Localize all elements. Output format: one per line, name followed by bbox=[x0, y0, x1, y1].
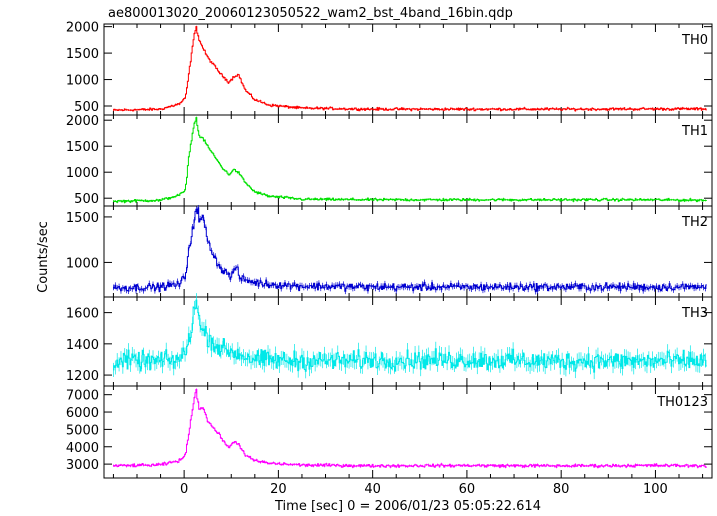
panel-label-th0: TH0 bbox=[681, 33, 708, 48]
y-tick-label: 1500 bbox=[66, 211, 99, 226]
x-tick-label: 100 bbox=[643, 482, 668, 497]
error-bars bbox=[113, 204, 706, 295]
error-bars bbox=[113, 293, 706, 380]
y-tick-label: 1400 bbox=[66, 338, 99, 353]
x-tick-label: 40 bbox=[364, 482, 381, 497]
panel-th2: 1000 1500 TH2 bbox=[66, 204, 713, 298]
y-tick-label: 1500 bbox=[66, 47, 99, 62]
panel-frame bbox=[103, 114, 713, 207]
y-tick-label: 1600 bbox=[66, 307, 99, 322]
y-tick-label: 2000 bbox=[66, 114, 99, 129]
panels-group: 500100015002000TH0500100015002000TH11000… bbox=[66, 21, 713, 497]
y-tick-label: 1000 bbox=[66, 166, 99, 181]
chart-title: ae800013020_20060123050522_wam2_bst_4ban… bbox=[108, 6, 513, 21]
series-line-th0 bbox=[113, 26, 707, 112]
error-bars bbox=[113, 25, 706, 112]
error-bars bbox=[113, 388, 706, 469]
y-axis-label: Counts/sec bbox=[36, 221, 51, 293]
x-tick-label: 20 bbox=[270, 482, 287, 497]
panel-label-th0123: TH0123 bbox=[656, 395, 708, 410]
panel-th3: 1200 1400 1600 TH3 bbox=[66, 293, 713, 387]
y-tick-label: 2000 bbox=[66, 21, 99, 36]
panel-label-th2: TH2 bbox=[681, 215, 708, 230]
y-tick-label: 1000 bbox=[66, 256, 99, 271]
panel-frame bbox=[103, 385, 713, 479]
y-tick-label: 6000 bbox=[66, 406, 99, 421]
x-axis-label: Time [sec] 0 = 2006/01/23 05:05:22.614 bbox=[274, 499, 541, 514]
x-tick-label: 60 bbox=[459, 482, 476, 497]
y-tick-label: 4000 bbox=[66, 441, 99, 456]
y-tick-label: 3000 bbox=[66, 458, 99, 473]
panel-th0123: 3000 4000 5000 6000 7000 TH0123 bbox=[66, 385, 713, 479]
y-tick-label: 5000 bbox=[66, 423, 99, 438]
y-tick-label: 1500 bbox=[66, 140, 99, 155]
panel-frame bbox=[103, 23, 713, 116]
series-line-th1 bbox=[113, 117, 707, 203]
panel-th1: 500 1000 1500 2000 TH1 bbox=[66, 114, 713, 207]
y-tick-label: 1000 bbox=[66, 74, 99, 89]
error-bars bbox=[113, 116, 706, 204]
series-line-th2 bbox=[113, 207, 707, 293]
y-tick-label: 500 bbox=[74, 192, 99, 207]
panel-th0: 500 1000 1500 2000 TH0 bbox=[66, 21, 713, 116]
y-tick-label: 7000 bbox=[66, 389, 99, 404]
x-tick-label: 0 bbox=[180, 482, 188, 497]
panel-label-th3: TH3 bbox=[681, 306, 708, 321]
panel-label-th1: TH1 bbox=[681, 124, 708, 139]
y-tick-label: 1200 bbox=[66, 369, 99, 384]
x-tick-label: 80 bbox=[553, 482, 570, 497]
series-line-th0123 bbox=[113, 389, 707, 468]
y-tick-label: 500 bbox=[74, 100, 99, 115]
series-line-th3 bbox=[113, 299, 707, 373]
